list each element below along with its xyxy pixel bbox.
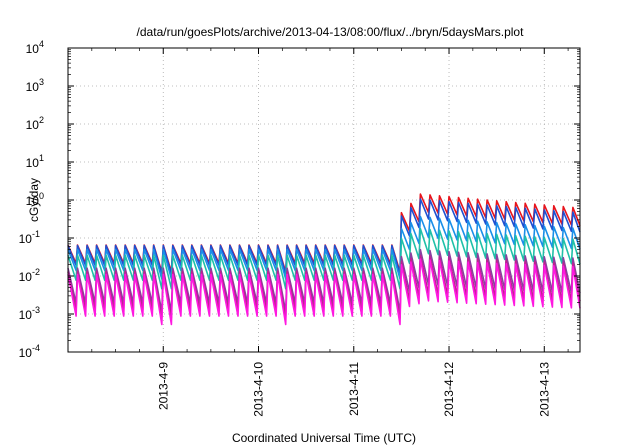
- x-tick-label: 2013-4-13: [537, 362, 551, 417]
- x-tick-label: 2013-4-12: [442, 362, 456, 417]
- y-tick-label: 101: [26, 153, 44, 170]
- y-tick-label: 102: [26, 115, 44, 132]
- x-axis-label: Coordinated Universal Time (UTC): [232, 431, 416, 445]
- y-tick-label: 100: [26, 191, 44, 208]
- series-line: [67, 227, 581, 290]
- series-line: [67, 258, 581, 326]
- y-tick-label: 10-4: [19, 343, 40, 360]
- x-tick-label: 2013-4-11: [347, 362, 361, 416]
- x-axis: 2013-4-9 2013-4-10 2013-4-11 2013-4-12 2013-…: [91, 48, 569, 417]
- y-tick-label: 10-2: [19, 267, 40, 284]
- y-tick-label: 10-3: [19, 305, 40, 322]
- x-tick-label: 2013-4-10: [252, 362, 266, 417]
- y-tick-label: 104: [26, 39, 44, 56]
- y-axis: 10-4 10-3 10-2 10-1 100 101 102 103 104: [19, 39, 580, 360]
- y-tick-label: 103: [26, 77, 44, 94]
- chart-title: /data/run/goesPlots/archive/2013-04-13/0…: [137, 25, 525, 39]
- y-axis-label: cGy/day: [27, 178, 41, 222]
- series-group: [67, 193, 581, 326]
- x-tick-label: 2013-4-9: [156, 362, 170, 410]
- y-tick-label: 10-1: [19, 229, 40, 246]
